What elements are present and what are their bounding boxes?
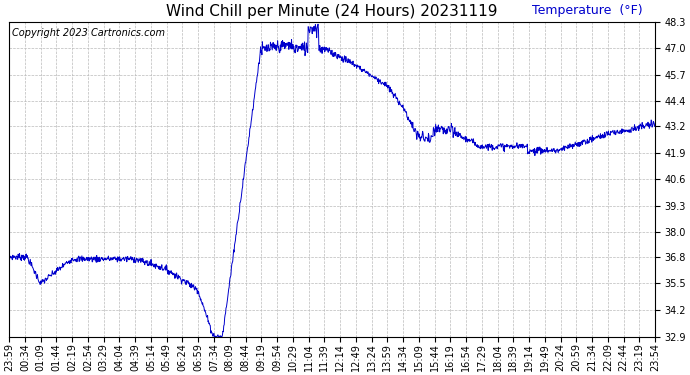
Text: Temperature  (°F): Temperature (°F) — [531, 4, 642, 17]
Text: Copyright 2023 Cartronics.com: Copyright 2023 Cartronics.com — [12, 28, 166, 38]
Title: Wind Chill per Minute (24 Hours) 20231119: Wind Chill per Minute (24 Hours) 2023111… — [166, 4, 498, 19]
